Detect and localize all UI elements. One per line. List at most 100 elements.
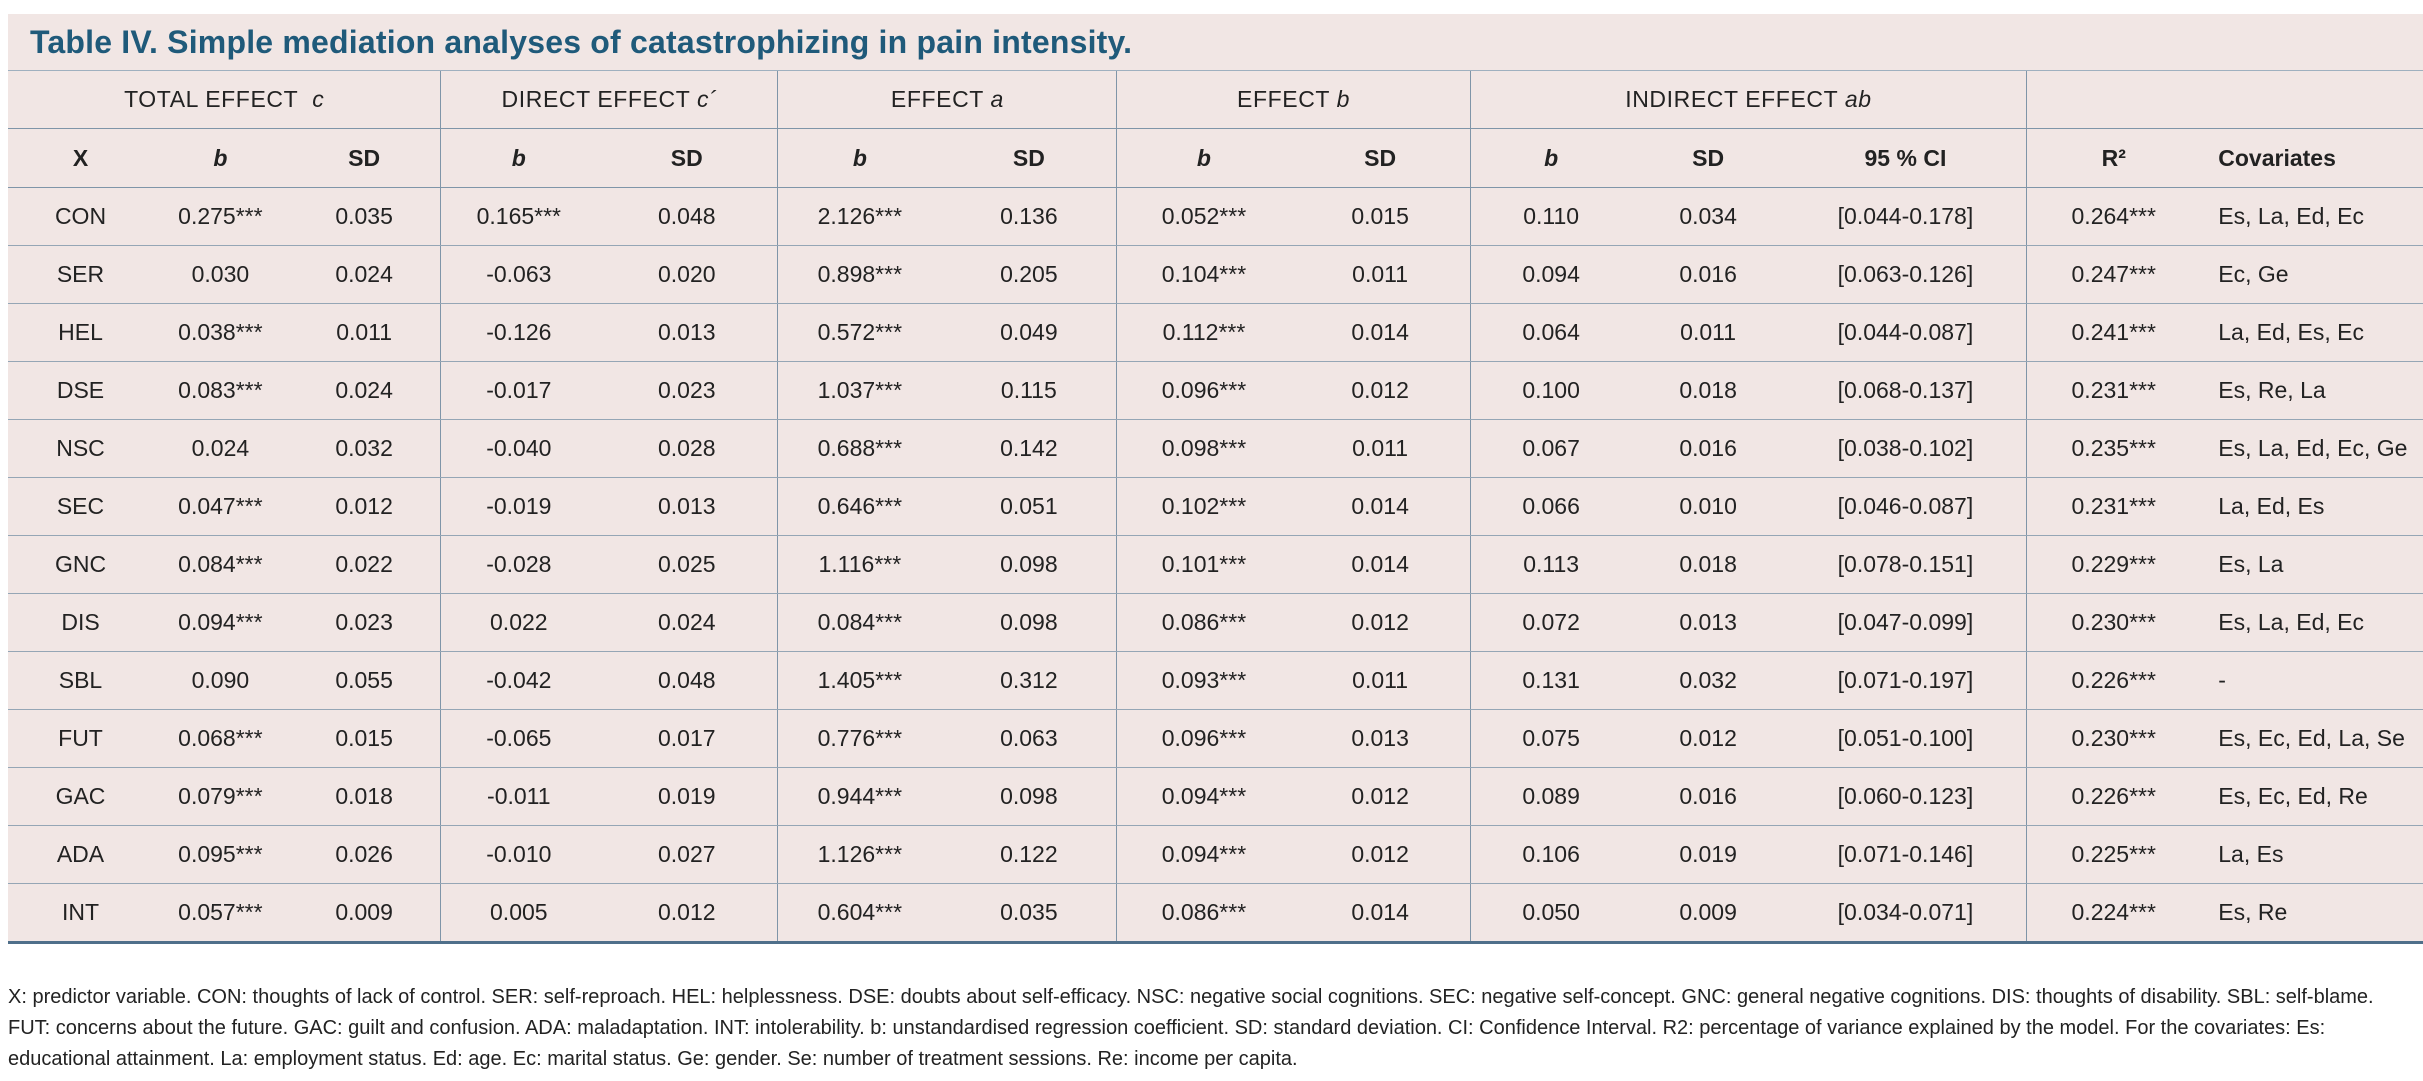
- cell-direct-sd: 0.019: [596, 767, 778, 826]
- cell-ci: [0.044-0.178]: [1784, 187, 2027, 246]
- cell-x: SEC: [8, 477, 153, 536]
- cell-direct-sd: 0.025: [596, 535, 778, 594]
- cell-a-b: 0.646***: [777, 477, 942, 536]
- cell-direct-b: 0.005: [440, 883, 597, 941]
- cell-covariates: Es, Ec, Ed, Re: [2200, 767, 2423, 826]
- cell-x: GNC: [8, 535, 153, 594]
- col-indirect-b: b: [1469, 128, 1632, 188]
- cell-r2: 0.231***: [2026, 361, 2201, 420]
- cell-indirect-sd: 0.034: [1631, 187, 1785, 246]
- group-direct-effect: DIRECT EFFECT c´: [440, 71, 778, 129]
- cell-eb-sd: 0.014: [1290, 303, 1471, 362]
- cell-total-b: 0.057***: [178, 899, 263, 925]
- col-a-b: b: [777, 128, 942, 188]
- cell-indirect-b: 0.106: [1469, 825, 1632, 884]
- cell-a-b: 0.604***: [777, 883, 942, 941]
- mediation-table: Table IV. Simple mediation analyses of c…: [8, 14, 2423, 944]
- cell-r2: 0.230***: [2026, 709, 2201, 768]
- col-eb-b: b: [1116, 128, 1291, 188]
- col-indirect-sd: SD: [1631, 128, 1785, 188]
- cell-r2: 0.241***: [2026, 303, 2201, 362]
- cell-r2: 0.235***: [2026, 419, 2201, 478]
- cell-total-b: 0.047***: [153, 477, 288, 536]
- cell-a-sd: 0.142: [941, 419, 1117, 478]
- cell-ci: [0.078-0.151]: [1784, 535, 2027, 594]
- cell-indirect-sd: 0.013: [1631, 593, 1785, 652]
- cell-a-b: 1.037***: [777, 361, 942, 420]
- cell-indirect-sd: 0.016: [1631, 245, 1785, 304]
- cell-eb-sd: 0.011: [1290, 419, 1471, 478]
- cell-eb-sd: 0.012: [1290, 767, 1471, 826]
- table-row: ADA 0.095*** 0.026 -0.010 0.027 1.126*** 0.122…: [8, 825, 2423, 884]
- table-row: CON 0.275*** 0.035 0.165*** 0.048 2.126*** 0.1…: [8, 187, 2423, 246]
- cell-eb-sd: 0.012: [1290, 825, 1471, 884]
- table-title-bar: Table IV. Simple mediation analyses of c…: [8, 14, 2423, 71]
- cell-total-b: 0.024: [153, 419, 288, 478]
- table-row: NSC 0.024 0.032 -0.040 0.028 0.688*** 0.142 0.0…: [8, 419, 2423, 478]
- cell-eb-b: 0.098***: [1116, 419, 1291, 478]
- cell-r2: 0.229***: [2026, 535, 2201, 594]
- cell-a-sd: 0.049: [941, 303, 1117, 362]
- cell-total-sd: 0.035: [287, 187, 441, 246]
- cell-x: SBL: [8, 651, 153, 710]
- cell-eb-sd: 0.011: [1290, 651, 1471, 710]
- cell-eb-b: 0.104***: [1116, 245, 1291, 304]
- cell-total-b: 0.275***: [153, 187, 288, 246]
- cell-a-b: 0.776***: [777, 709, 942, 768]
- cell-indirect-b: 0.110: [1469, 187, 1632, 246]
- table-row: GNC 0.084*** 0.022 -0.028 0.025 1.116*** 0.098…: [8, 535, 2423, 594]
- cell-total-b: 0.030: [153, 245, 288, 304]
- cell-direct-b: -0.040: [440, 419, 597, 478]
- cell-ci: [0.038-0.102]: [1784, 419, 2027, 478]
- group-total-effect: TOTAL EFFECT c: [8, 71, 441, 129]
- cell-eb-b: 0.101***: [1116, 535, 1291, 594]
- cell-total-sd: 0.024: [287, 361, 441, 420]
- cell-ci: [0.071-0.197]: [1784, 651, 2027, 710]
- cell-total-sd: 0.032: [287, 419, 441, 478]
- cell-direct-sd: 0.048: [596, 187, 778, 246]
- cell-direct-sd: 0.028: [596, 419, 778, 478]
- cell-x: CON: [8, 187, 153, 246]
- table-title: Table IV. Simple mediation analyses of c…: [30, 23, 1133, 60]
- cell-direct-b: -0.126: [440, 303, 597, 362]
- cell-r2: 0.264***: [2026, 187, 2201, 246]
- cell-direct-sd: 0.027: [596, 825, 778, 884]
- cell-eb-b: 0.112***: [1116, 303, 1291, 362]
- cell-direct-b: -0.063: [440, 245, 597, 304]
- cell-covariates: Ec, Ge: [2200, 245, 2423, 304]
- cell-total-sd: 0.024: [287, 245, 441, 304]
- cell-direct-b: 0.022: [440, 593, 597, 652]
- cell-eb-sd: 0.013: [1290, 709, 1471, 768]
- cell-eb-b: 0.086***: [1116, 883, 1291, 941]
- col-r2: R²: [2026, 128, 2201, 188]
- cell-total-sd: 0.018: [287, 767, 441, 826]
- cell-eb-sd: 0.015: [1290, 187, 1471, 246]
- cell-indirect-b: 0.050: [1469, 883, 1632, 941]
- col-covariates: Covariates: [2200, 128, 2423, 188]
- cell-ci: [0.051-0.100]: [1784, 709, 2027, 768]
- cell-indirect-sd: 0.012: [1631, 709, 1785, 768]
- cell-r2: 0.226***: [2026, 651, 2201, 710]
- cell-eb-b: 0.094***: [1116, 825, 1291, 884]
- cell-covariates: Es, Ec, Ed, La, Se: [2200, 709, 2423, 768]
- cell-indirect-sd: 0.032: [1631, 651, 1785, 710]
- col-ci: 95 % CI: [1784, 128, 2027, 188]
- cell-r2: 0.231***: [2026, 477, 2201, 536]
- cell-eb-b: 0.094***: [1116, 767, 1291, 826]
- cell-a-sd: 0.098: [941, 593, 1117, 652]
- cell-eb-b: 0.096***: [1116, 709, 1291, 768]
- table-row: DIS 0.094*** 0.023 0.022 0.024 0.084*** 0.098 0…: [8, 593, 2423, 652]
- cell-direct-sd: 0.048: [596, 651, 778, 710]
- cell-eb-sd: 0.011: [1290, 245, 1471, 304]
- cell-indirect-b: 0.131: [1469, 651, 1632, 710]
- cell-x: GAC: [8, 767, 153, 826]
- cell-indirect-b: 0.067: [1469, 419, 1632, 478]
- cell-total-sd: 0.055: [287, 651, 441, 710]
- cell-a-b: 0.084***: [777, 593, 942, 652]
- cell-a-sd: 0.205: [941, 245, 1117, 304]
- cell-covariates: La, Ed, Es: [2200, 477, 2423, 536]
- cell-a-b: 0.572***: [777, 303, 942, 362]
- table-row: HEL 0.038*** 0.011 -0.126 0.013 0.572*** 0.049…: [8, 303, 2423, 362]
- table-row: FUT 0.068*** 0.015 -0.065 0.017 0.776*** 0.063…: [8, 709, 2423, 768]
- table-row: SEC 0.047*** 0.012 -0.019 0.013 0.646*** 0.051…: [8, 477, 2423, 536]
